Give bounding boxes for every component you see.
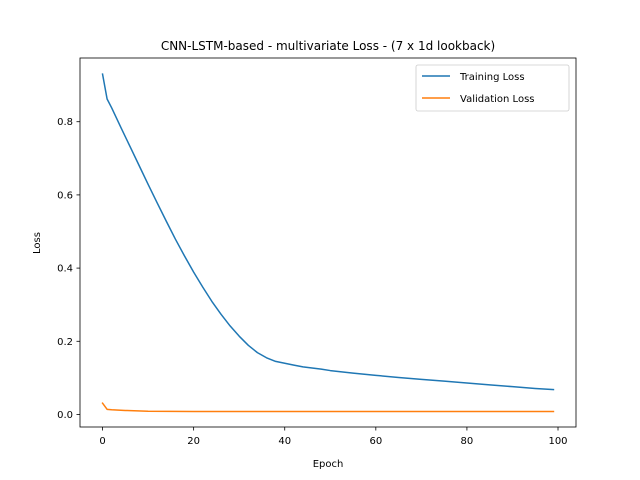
y-tick-label: 0.6 [57,190,73,201]
x-tick-label: 20 [187,436,200,447]
y-tick-label: 0.0 [57,410,73,421]
series-line-training-loss [101,73,555,391]
y-tick-label: 0.8 [57,117,73,128]
legend-label-validation-loss: Validation Loss [460,94,535,105]
legend-label-training-loss: Training Loss [459,72,525,83]
plot-area [79,57,577,428]
x-tick-label: 60 [369,436,382,447]
y-axis-ticks: 0.0 0.2 0.4 0.6 0.8 [57,117,80,421]
y-tick-label: 0.2 [57,337,73,348]
x-axis-ticks: 0 20 40 60 80 100 [99,427,568,447]
y-axis-label: Loss [32,232,43,254]
x-tick-label: 40 [278,436,291,447]
series-layer [101,73,555,413]
legend: Training Loss Validation Loss [415,64,570,112]
x-tick-label: 80 [461,436,474,447]
chart-title: CNN-LSTM-based - multivariate Loss - (7 … [161,39,495,53]
x-tick-label: 0 [99,436,105,447]
x-tick-label: 100 [548,436,567,447]
x-axis-label: Epoch [313,459,344,470]
legend-box [415,64,570,112]
series-line-validation-loss [101,402,555,413]
y-tick-label: 0.4 [57,264,73,275]
plot-background [80,58,576,427]
plot-frame [79,57,577,428]
